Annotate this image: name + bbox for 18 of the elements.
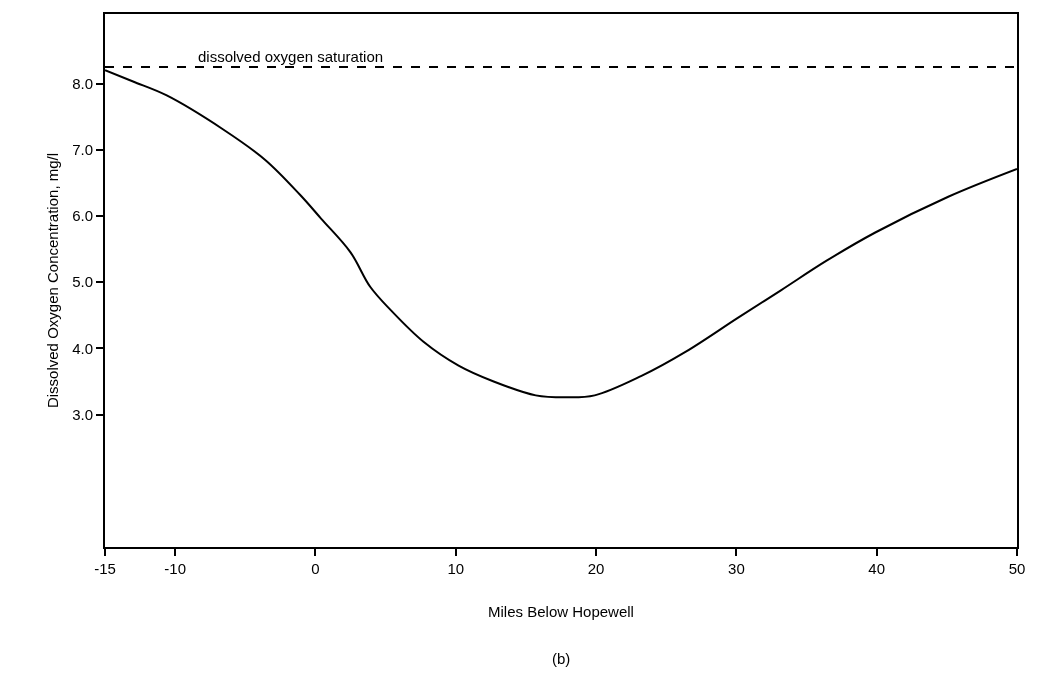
x-axis-title: Miles Below Hopewell (488, 602, 634, 620)
y-tick-label: 5.0 (72, 273, 93, 291)
x-tick-label: 0 (311, 560, 320, 577)
ref-line-label: dissolved oxygen saturation (198, 48, 384, 65)
x-tick-label: 20 (587, 560, 605, 577)
x-tick-label: 40 (868, 560, 886, 577)
x-tick-label: -15 (94, 560, 116, 577)
x-tick-label: 30 (728, 560, 745, 577)
y-tick-label: 6.0 (72, 207, 93, 225)
y-axis-title: Dissolved Oxygen Concentration, mg/l (43, 152, 61, 409)
x-tick-label: -10 (164, 560, 186, 577)
y-tick-label: 4.0 (72, 339, 93, 357)
y-tick-label: 7.0 (72, 140, 93, 158)
x-tick-label: 10 (447, 560, 465, 577)
y-tick-label: 8.0 (72, 74, 93, 92)
text: (b) (552, 650, 571, 667)
x-tick-label: 50 (1008, 560, 1026, 577)
y-tick-label: 3.0 (72, 405, 93, 423)
